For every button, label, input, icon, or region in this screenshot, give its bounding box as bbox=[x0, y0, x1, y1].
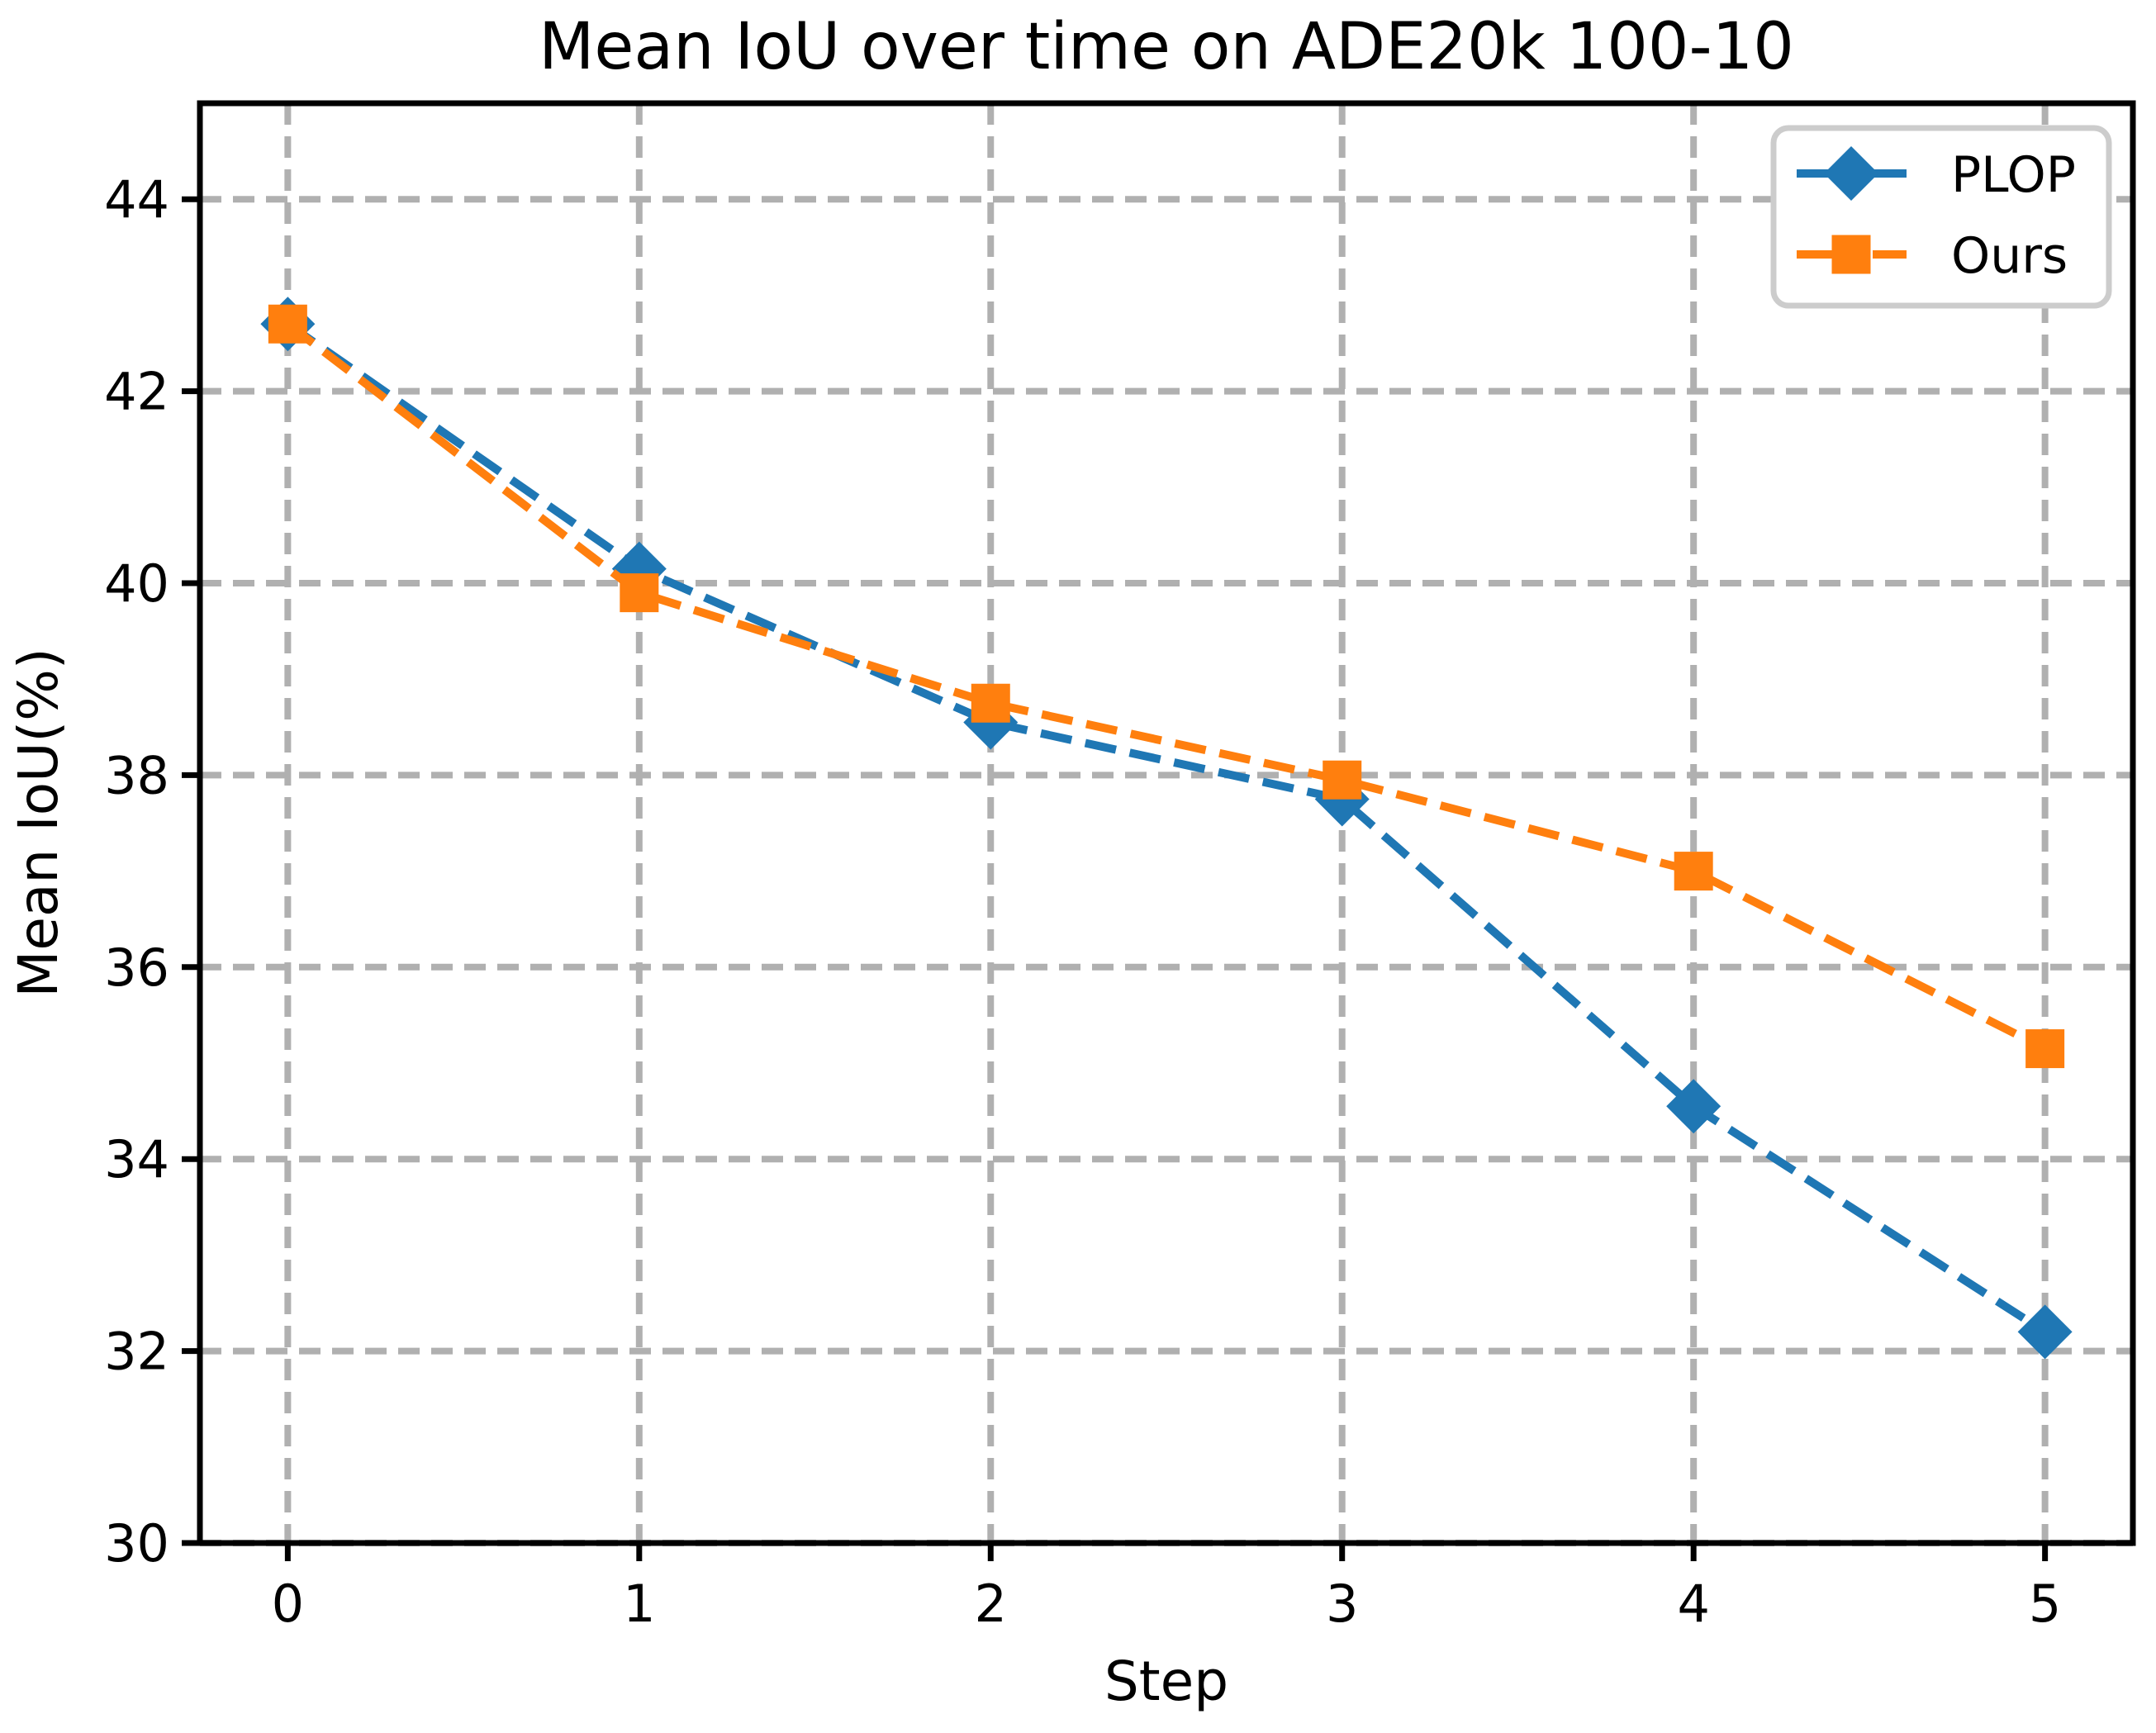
data-point-ours bbox=[1323, 760, 1362, 800]
data-point-ours bbox=[268, 304, 307, 344]
y-tick-label: 36 bbox=[104, 938, 169, 998]
series-line-ours bbox=[285, 320, 2047, 1053]
y-tick-label: 34 bbox=[104, 1129, 169, 1189]
legend-sample-plop bbox=[1797, 146, 1907, 201]
y-tick-label: 42 bbox=[104, 362, 169, 422]
data-point-plop bbox=[1666, 1079, 1721, 1134]
chart-title: Mean IoU over time on ADE20k 100-10 bbox=[539, 10, 1794, 84]
y-tick-label: 38 bbox=[104, 745, 169, 805]
legend-label-plop: PLOP bbox=[1951, 146, 2076, 204]
x-tick-label: 2 bbox=[975, 1574, 1007, 1634]
legend-label-ours: Ours bbox=[1951, 227, 2068, 285]
series-layer bbox=[260, 297, 2073, 1360]
y-tick-label: 30 bbox=[104, 1513, 169, 1574]
data-point-ours bbox=[2025, 1029, 2065, 1069]
x-tick-label: 1 bbox=[623, 1574, 655, 1634]
x-tick-label: 5 bbox=[2029, 1574, 2061, 1634]
x-axis-label: Step bbox=[1104, 1650, 1228, 1713]
data-point-ours bbox=[620, 573, 659, 613]
x-tick-label: 0 bbox=[272, 1574, 304, 1634]
data-point-ours bbox=[1674, 852, 1713, 891]
data-point-plop bbox=[2017, 1304, 2073, 1360]
legend-marker-ours bbox=[1831, 235, 1871, 274]
legend: PLOP Ours bbox=[1770, 125, 2112, 309]
y-tick-label: 32 bbox=[104, 1322, 169, 1382]
series-line-plop bbox=[285, 320, 2048, 1336]
y-tick-label: 40 bbox=[104, 553, 169, 614]
plot-frame-rect bbox=[197, 100, 2136, 1546]
plot-frame bbox=[197, 100, 2136, 1546]
x-tick-label: 3 bbox=[1326, 1574, 1358, 1634]
grid-layer bbox=[200, 103, 2133, 1546]
y-tick-label: 44 bbox=[104, 169, 169, 230]
legend-marker-plop bbox=[1824, 146, 1878, 201]
y-axis-label: Mean IoU(%) bbox=[7, 648, 70, 997]
legend-sample-ours bbox=[1797, 235, 1907, 274]
data-point-ours bbox=[971, 683, 1010, 723]
x-tick-label: 4 bbox=[1677, 1574, 1709, 1634]
